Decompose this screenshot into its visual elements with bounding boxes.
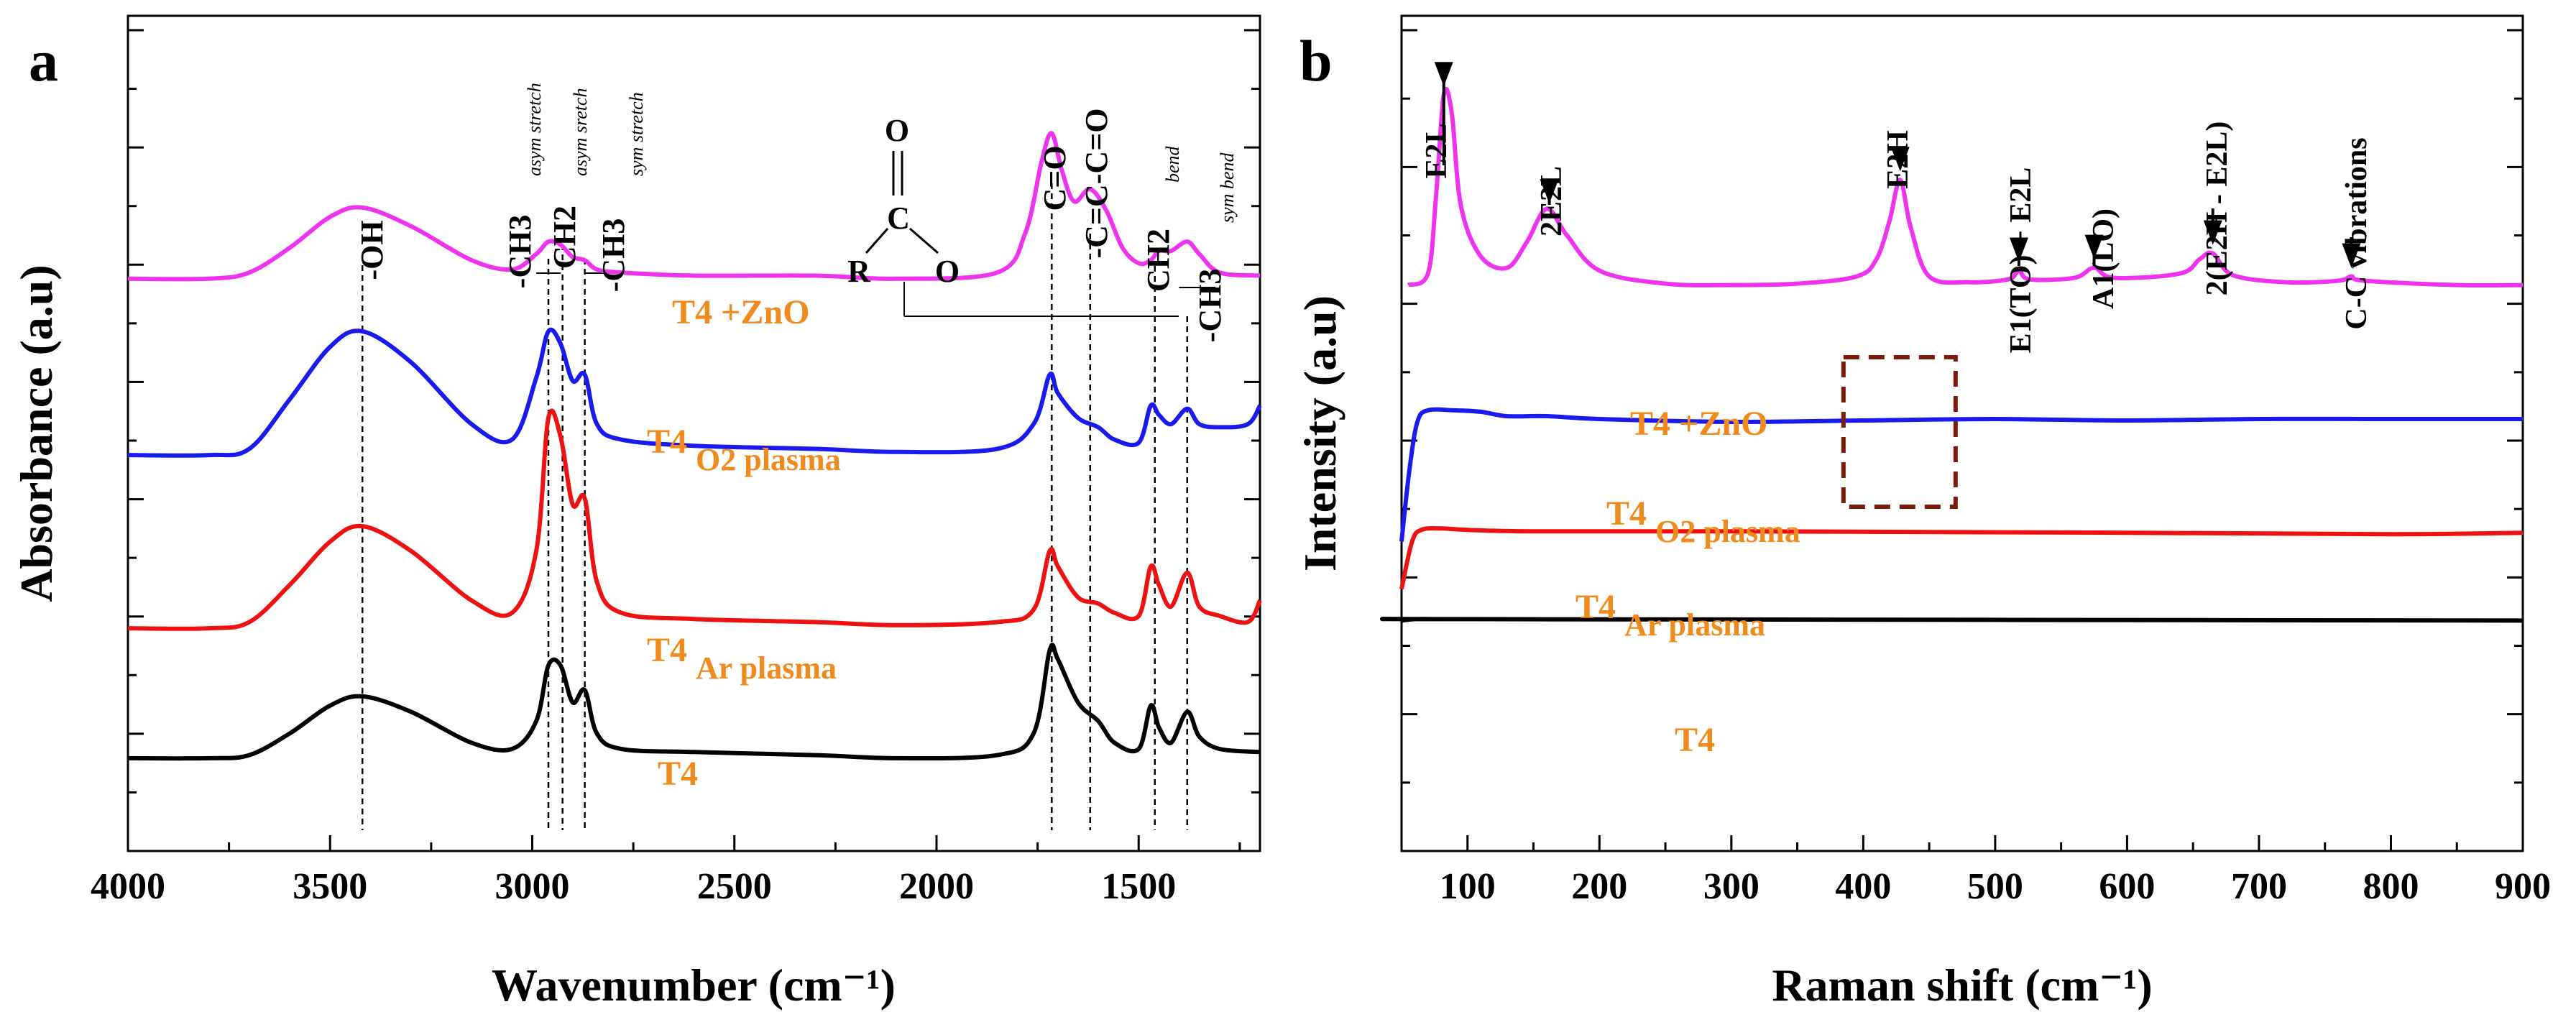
- annotation-oh: -OH: [354, 220, 390, 280]
- carbonyl-structure: O C R O: [847, 113, 1179, 317]
- x-tick-label: 700: [2231, 866, 2287, 907]
- structure-atom-r: R: [847, 254, 871, 289]
- x-tick-label: 900: [2495, 866, 2551, 907]
- panel-a-xlabel: Wavenumber (cm⁻¹): [492, 960, 896, 1011]
- annotation-ch2-asym-note: asym sretch: [570, 88, 591, 176]
- panel-a-chart: a 4000 3500 3000 2500 2000 1500 T4 T4 Ar plasma…: [11, 14, 1262, 1011]
- panel-a-guides: [362, 183, 1216, 830]
- series-line-t4-ar-plasma: [127, 408, 1262, 631]
- x-tick-label: 4000: [91, 866, 165, 907]
- series-label-t4o2-plasma: T4 O2 plasma: [647, 423, 841, 477]
- annotation-ch3-asym-note: asym stretch: [524, 83, 545, 176]
- peak-arrow-head: [2009, 237, 2028, 262]
- structure-atom-o: O: [935, 254, 960, 289]
- series-label-t4-zno: T4 +ZnO: [672, 293, 809, 331]
- peak-arrow-head: [2084, 234, 2104, 259]
- series-label-t4-ar-plasma: T4 Ar plasma: [647, 631, 837, 686]
- panel-a-frame: [126, 14, 1261, 852]
- x-tick-label: 500: [1967, 866, 2023, 907]
- annotation-ch2-bend-note: bend: [1162, 145, 1183, 183]
- panel-a-annotations: -OH -CH3 asym stretch CH2 asym sretch -C…: [354, 83, 1238, 342]
- panel-a-series: [127, 131, 1262, 761]
- panel-b-annotations: E2L 2E2L E2H E1(TO) + E2L A1(LO) 2(E2H -…: [1420, 121, 2373, 509]
- x-tick-label: 100: [1440, 866, 1496, 907]
- series-label-t4-zno: T4 +ZnO: [1630, 405, 1767, 443]
- annotation-c-o: C=O: [1037, 145, 1072, 211]
- series-line-t4: [1380, 617, 2524, 623]
- series-label-t4-ar-plasma: T4 Ar plasma: [1576, 588, 1765, 643]
- series-line-t4-o2-plasma: [1399, 407, 2523, 542]
- x-tick-label: 600: [2099, 866, 2155, 907]
- panel-a-label: a: [29, 28, 58, 93]
- peak-arrow-head: [1890, 147, 1910, 172]
- series-label-t4: T4: [658, 755, 698, 793]
- series-line-t4-zno: [127, 131, 1261, 282]
- panel-b-arrows: [1434, 62, 2361, 268]
- annotation-ch3-bend: -CH3: [1192, 269, 1228, 343]
- x-tick-label: 400: [1835, 866, 1891, 907]
- structure-bond: [909, 227, 939, 254]
- x-tick-label: 200: [1571, 866, 1627, 907]
- annotation-ch2-bend: CH2: [1141, 229, 1176, 292]
- annotation-cc-vibrations: C-C vibrations: [2340, 137, 2373, 329]
- panel-b-series-labels: T4 T4 Ar plasma T4 O2 plasma T4 +ZnO: [1576, 405, 1800, 759]
- peak-arrow-head: [2203, 220, 2222, 245]
- annotation-e1to-e2l: E1(TO) + E2L: [2005, 167, 2038, 354]
- annotation-2e2l: 2E2L: [1535, 166, 1568, 236]
- annotation-ch3-sym-note: sym stretch: [626, 92, 647, 176]
- panel-b-label: b: [1300, 28, 1333, 93]
- panel-a-series-labels: T4 T4 Ar plasma T4 O2 plasma T4 +ZnO: [647, 293, 841, 793]
- peak-arrow-head: [2342, 243, 2361, 268]
- series-line-t4: [127, 643, 1261, 761]
- panel-b-frame: [1400, 14, 2524, 852]
- panel-a-ticks: 4000 3500 3000 2500 2000 1500: [91, 29, 1260, 907]
- annotation-ch3-sym: -CH3: [596, 218, 631, 293]
- x-tick-label: 3000: [495, 866, 570, 907]
- series-label-t4: T4: [1675, 721, 1715, 759]
- peak-arrow-head: [1540, 179, 1559, 204]
- series-line-t4-ar-plasma: [1399, 526, 2524, 590]
- x-tick-label: 3500: [293, 866, 367, 907]
- x-tick-label: 2500: [697, 866, 772, 907]
- annotation-ch3-asym: -CH3: [502, 215, 538, 289]
- peak-arrow-head: [1434, 62, 1453, 87]
- x-tick-label: 2000: [899, 866, 974, 907]
- x-tick-label: 800: [2363, 866, 2419, 907]
- panel-b-ticks: 100 200 300 400 500 600 700 800 900: [1402, 29, 2551, 907]
- panel-b-series: [1380, 86, 2524, 623]
- annotation-e2h: E2H: [1882, 130, 1915, 189]
- annotation-a1lo: A1(LO): [2087, 208, 2120, 309]
- x-tick-label: 300: [1703, 866, 1760, 907]
- structure-bond: [865, 228, 889, 254]
- structure-atom-o-top: O: [885, 113, 909, 148]
- series-line-t4-zno: [1407, 86, 2524, 288]
- annotation-2e2h-e2l: 2(E2H - E2L): [2201, 121, 2234, 296]
- annotation-c-c-c-o: -C=C-C=O: [1079, 109, 1114, 259]
- series-line-t4o2-plasma: [127, 327, 1262, 458]
- panel-a-ylabel: Absorbance (a.u): [11, 264, 62, 602]
- x-tick-label: 1500: [1101, 866, 1176, 907]
- panel-b-chart: b 100 200 300 400 500 600 700 800 900 T4 T4 Ar pla…: [1294, 14, 2551, 1011]
- annotation-e2l: E2L: [1420, 123, 1453, 178]
- panel-b-xlabel: Raman shift (cm⁻¹): [1772, 960, 2152, 1011]
- highlight-box: [1841, 355, 1958, 509]
- structure-atom-c: C: [887, 201, 910, 236]
- annotation-ch2-asym: CH2: [547, 206, 582, 269]
- series-label-t4-o2-plasma: T4 O2 plasma: [1606, 494, 1800, 549]
- panel-b-ylabel: Intensity (a.u): [1294, 295, 1346, 571]
- annotation-ch3-bend-note: sym bend: [1217, 152, 1238, 223]
